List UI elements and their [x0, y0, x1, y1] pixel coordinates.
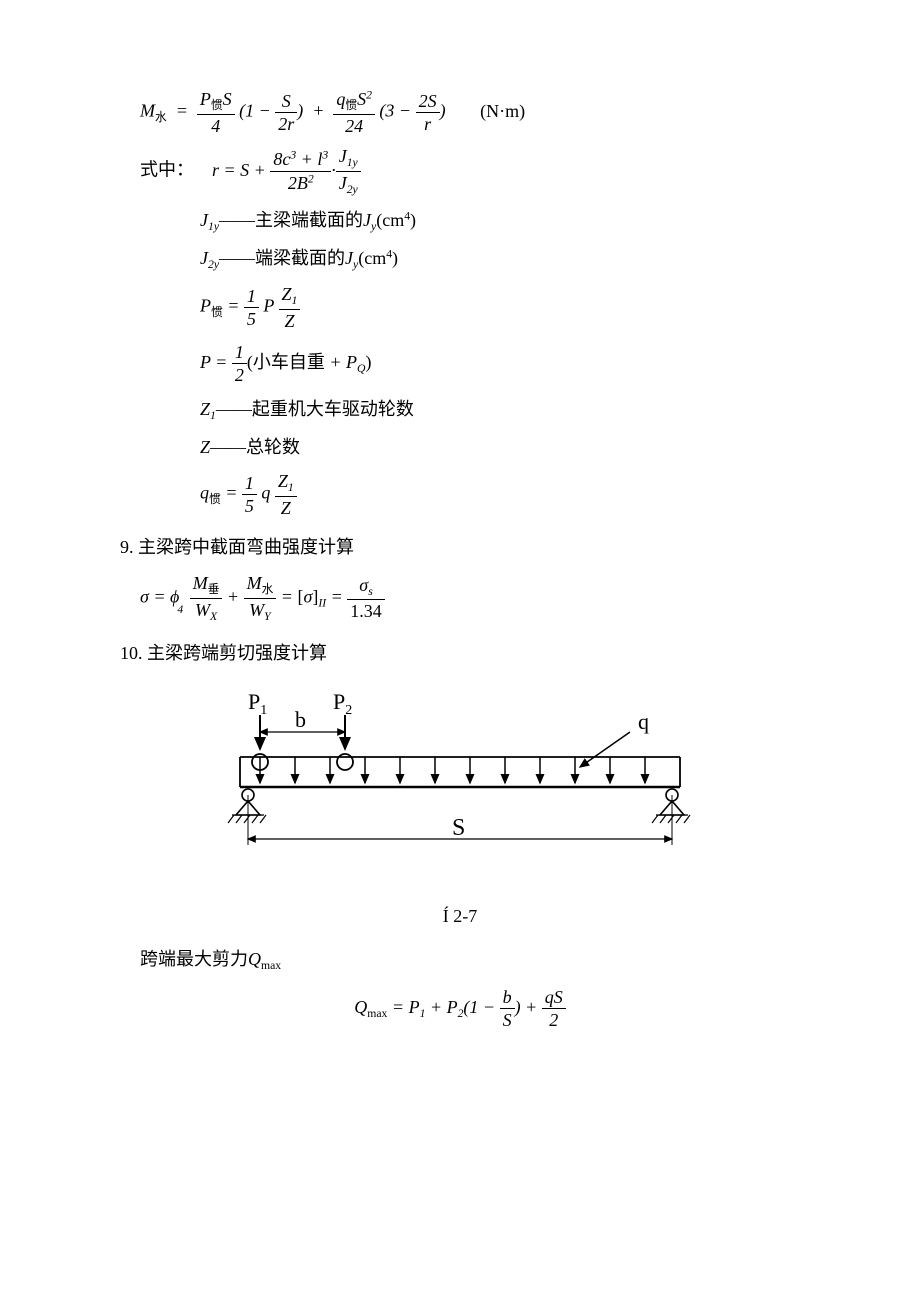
equation-Qmax: Qmax = P1 + P2(1 − bS) + qS2 — [80, 986, 840, 1032]
section-10-heading: 10. 主梁跨端剪切强度计算 — [120, 639, 840, 668]
def-J1: J1y——主梁端截面的Jy(cm4) — [200, 206, 840, 237]
def-Z: Z——总轮数 — [200, 433, 840, 462]
def-Z1: Z1——起重机大车驱动轮数 — [200, 395, 840, 426]
where-label: 式中： r = S + 8c3 + l3 2B2 · J1y J2y — [140, 145, 840, 197]
equation-sigma: σ = ϕ4 M垂WX + M水WY = [σ]II = σs1.34 — [140, 572, 840, 624]
q-label: q — [638, 709, 649, 734]
qmax-text: 跨端最大剪力Qmax — [140, 945, 840, 976]
figure-caption: Í 2-7 — [80, 902, 840, 931]
section-9-heading: 9. 主梁跨中截面弯曲强度计算 — [120, 533, 840, 562]
figure-2-7: q P1 P2 b S — [80, 687, 840, 896]
fraction: q惯S2 24 — [333, 88, 375, 137]
equation-P: P = 12(小车自重 + PQ) — [200, 341, 840, 387]
S-label: S — [452, 815, 465, 841]
b-label: b — [295, 707, 306, 732]
P2-label: P2 — [333, 689, 352, 718]
equation-M: M水 = P惯S 4 (1 − S2r) + q惯S2 24 (3 − 2Sr)… — [140, 88, 840, 137]
P1-label: P1 — [248, 689, 267, 718]
unit-label: (N·m) — [480, 101, 525, 121]
equation-Pg: P惯 = 15 P Z1Z — [200, 283, 840, 332]
var: M — [140, 101, 155, 121]
def-J2: J2y——端梁截面的Jy(cm4) — [200, 244, 840, 275]
fraction: P惯S 4 — [197, 88, 235, 137]
equation-qg: q惯 = 15 q Z1Z — [200, 470, 840, 519]
